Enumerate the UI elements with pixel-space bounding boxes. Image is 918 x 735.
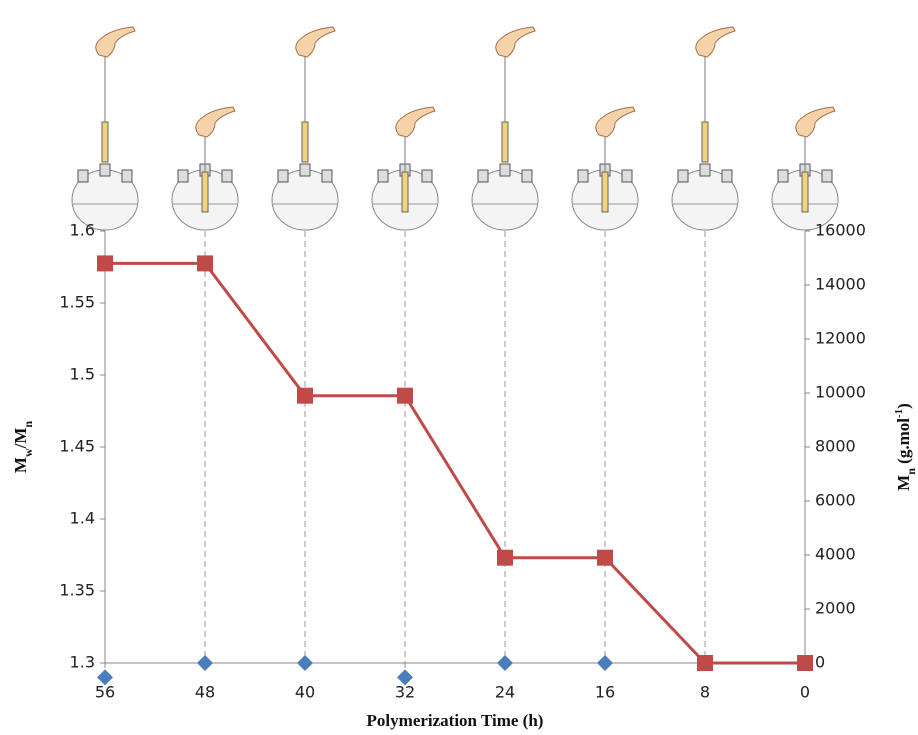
series-line bbox=[105, 263, 805, 663]
neck bbox=[822, 170, 832, 182]
y-tick-label: 1.55 bbox=[59, 293, 95, 312]
y-axis-title-part: w bbox=[21, 448, 35, 457]
y-tick-label: 1.45 bbox=[59, 437, 95, 456]
hand bbox=[196, 107, 235, 137]
hand bbox=[796, 107, 835, 137]
neck bbox=[178, 170, 188, 182]
hand bbox=[296, 27, 335, 57]
tube bbox=[402, 172, 408, 212]
neck bbox=[122, 170, 132, 182]
y-tick-label: 1.6 bbox=[70, 221, 95, 240]
y2-tick-label: 14000 bbox=[815, 275, 866, 294]
neck bbox=[322, 170, 332, 182]
square-marker bbox=[697, 655, 713, 671]
diamond-marker bbox=[297, 655, 313, 671]
neck bbox=[222, 170, 232, 182]
y2-axis-title-part: M bbox=[894, 475, 913, 491]
y-tick-label: 1.4 bbox=[70, 509, 95, 528]
neck bbox=[100, 164, 110, 176]
tube bbox=[802, 172, 808, 212]
tube bbox=[102, 122, 108, 162]
y2-tick-label: 0 bbox=[815, 653, 825, 672]
hand bbox=[496, 27, 535, 57]
y2-tick-label: 16000 bbox=[815, 221, 866, 240]
diamond-marker bbox=[497, 655, 513, 671]
square-marker bbox=[597, 550, 613, 566]
y2-tick-label: 8000 bbox=[815, 437, 856, 456]
y2-axis-title-part: (g.mol bbox=[894, 418, 913, 468]
square-marker bbox=[97, 255, 113, 271]
y-tick-label: 1.35 bbox=[59, 581, 95, 600]
neck bbox=[478, 170, 488, 182]
square-marker bbox=[397, 388, 413, 404]
x-tick-label: 48 bbox=[195, 683, 215, 702]
tube bbox=[702, 122, 708, 162]
tube bbox=[302, 122, 308, 162]
diamond-marker bbox=[197, 655, 213, 671]
x-tick-label: 8 bbox=[700, 683, 710, 702]
y-tick-label: 1.3 bbox=[70, 653, 95, 672]
neck bbox=[278, 170, 288, 182]
neck bbox=[300, 164, 310, 176]
y-tick-label: 1.5 bbox=[70, 365, 95, 384]
hand bbox=[96, 27, 135, 57]
neck bbox=[578, 170, 588, 182]
x-axis-title: Polymerization Time (h) bbox=[367, 711, 544, 730]
square-marker bbox=[297, 388, 313, 404]
y2-tick-label: 10000 bbox=[815, 383, 866, 402]
neck bbox=[722, 170, 732, 182]
diamond-marker bbox=[597, 655, 613, 671]
neck bbox=[678, 170, 688, 182]
chart: Polymerization Time (h) 1.3 1.35 1.4 1.45 1.… bbox=[0, 0, 918, 735]
x-tick-label: 40 bbox=[295, 683, 315, 702]
neck bbox=[378, 170, 388, 182]
y-axis-title: Mw/Mn bbox=[11, 421, 35, 474]
tube bbox=[502, 122, 508, 162]
y-axis-title-part: /M bbox=[11, 428, 30, 450]
neck bbox=[778, 170, 788, 182]
x-tick-label: 24 bbox=[495, 683, 515, 702]
tube bbox=[202, 172, 208, 212]
neck bbox=[622, 170, 632, 182]
hand bbox=[396, 107, 435, 137]
neck bbox=[500, 164, 510, 176]
x-tick-label: 16 bbox=[595, 683, 615, 702]
x-tick-label: 0 bbox=[800, 683, 810, 702]
square-marker bbox=[197, 255, 213, 271]
square-marker bbox=[797, 655, 813, 671]
y-axis-title-part: n bbox=[21, 421, 35, 428]
y2-tick-label: 2000 bbox=[815, 599, 856, 618]
y2-tick-label: 6000 bbox=[815, 491, 856, 510]
hand bbox=[596, 107, 635, 137]
square-marker bbox=[497, 550, 513, 566]
neck bbox=[422, 170, 432, 182]
neck bbox=[78, 170, 88, 182]
tube bbox=[602, 172, 608, 212]
y2-tick-label: 4000 bbox=[815, 545, 856, 564]
y2-tick-label: 12000 bbox=[815, 329, 866, 348]
neck bbox=[700, 164, 710, 176]
hand bbox=[696, 27, 735, 57]
neck bbox=[522, 170, 532, 182]
flask-illustrations bbox=[72, 27, 838, 230]
y2-axis-title-part: -1 bbox=[893, 409, 905, 418]
y2-axis-title: Mn (g.mol-1) bbox=[893, 403, 918, 491]
y-axis-title-part: M bbox=[11, 457, 30, 473]
y2-axis-title-part: ) bbox=[894, 403, 913, 409]
